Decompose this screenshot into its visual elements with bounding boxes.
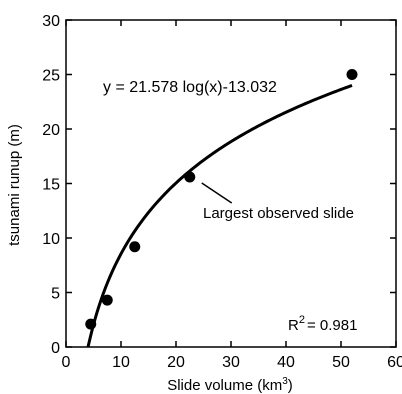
x-axis-label: Slide volume (km3) bbox=[167, 376, 293, 394]
annotation-leader-line bbox=[201, 182, 233, 204]
y-axis-label: tsunami runup (m) bbox=[6, 124, 23, 246]
plot-frame bbox=[65, 19, 397, 348]
r-squared-prefix: R bbox=[288, 317, 299, 334]
x-tick-label: 60 bbox=[387, 354, 402, 371]
data-point bbox=[129, 241, 141, 253]
r-squared-superscript: 2 bbox=[299, 314, 305, 326]
x-tick-labels: 0 10 20 30 40 50 60 bbox=[62, 354, 402, 371]
data-point bbox=[346, 69, 358, 80]
x-axis-label-main: Slide volume (km bbox=[167, 377, 282, 394]
data-point bbox=[184, 171, 196, 183]
tick-marks bbox=[65, 19, 397, 348]
plot-border bbox=[65, 19, 397, 348]
x-tick-label: 50 bbox=[332, 354, 350, 371]
x-tick-label: 10 bbox=[112, 354, 130, 371]
y-tick-label: 10 bbox=[42, 231, 60, 248]
x-axis-label-sup: 3 bbox=[282, 376, 288, 387]
y-tick-label: 30 bbox=[42, 13, 60, 30]
y-tick-label: 0 bbox=[51, 340, 60, 357]
x-tick-label: 20 bbox=[167, 354, 185, 371]
annotation-text: Largest observed slide bbox=[203, 205, 354, 222]
data-point bbox=[85, 318, 97, 330]
y-tick-label: 25 bbox=[42, 68, 60, 85]
x-tick-label: 30 bbox=[222, 354, 240, 371]
y-tick-label: 15 bbox=[42, 177, 60, 194]
y-tick-label: 5 bbox=[51, 286, 60, 303]
fit-equation: y = 21.578 log(x)-13.032 bbox=[103, 79, 277, 96]
y-tick-label: 20 bbox=[42, 122, 60, 139]
data-point bbox=[101, 294, 113, 306]
data-points bbox=[85, 69, 358, 330]
x-tick-label: 0 bbox=[62, 354, 71, 371]
x-axis-label-end: ) bbox=[288, 377, 293, 394]
y-tick-labels: 0 5 10 15 20 25 30 bbox=[42, 13, 60, 357]
r-squared-value: = 0.981 bbox=[307, 317, 357, 334]
x-tick-label: 40 bbox=[277, 354, 295, 371]
r-squared-label: R2 = 0.981 bbox=[288, 314, 357, 334]
fit-curve bbox=[86, 84, 353, 348]
